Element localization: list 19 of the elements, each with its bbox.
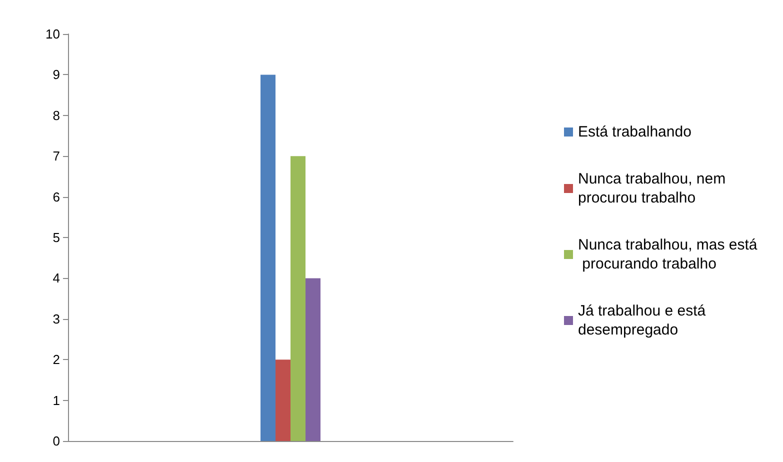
y-tick-label: 1 xyxy=(52,392,60,408)
legend-label: Nunca trabalhou, mas está procurando trabalho xyxy=(578,236,758,272)
bar xyxy=(290,156,306,441)
bar xyxy=(260,74,276,441)
y-tick-label: 10 xyxy=(46,26,60,42)
y-tick-label: 6 xyxy=(52,189,60,204)
y-tick-label: 2 xyxy=(52,352,60,368)
y-tick-label: 4 xyxy=(52,270,60,286)
y-tick-label: 8 xyxy=(52,108,60,123)
bar xyxy=(276,360,290,441)
y-tick-label: 0 xyxy=(52,434,60,448)
legend-label: Já trabalhou e está desempregado xyxy=(578,302,710,338)
y-tick-label: 7 xyxy=(52,148,60,164)
legend-label: Está trabalhando xyxy=(578,124,692,140)
legend-label: Nunca trabalhou, nem procurou trabalho xyxy=(578,170,730,206)
y-tick-label: 9 xyxy=(52,67,60,82)
y-tick-label: 3 xyxy=(52,311,60,326)
y-tick-label: 5 xyxy=(52,230,60,245)
bar xyxy=(306,278,320,441)
